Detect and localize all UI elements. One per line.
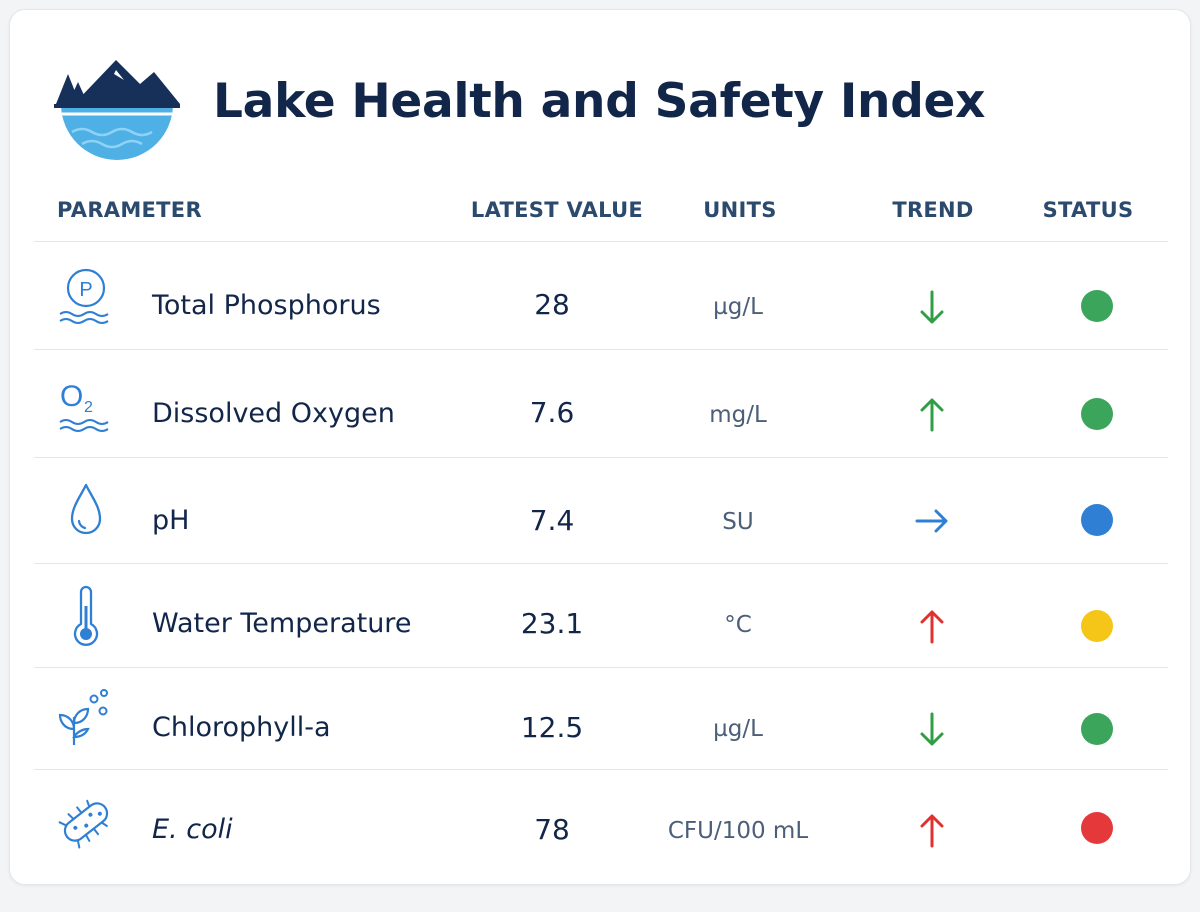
- status-indicator: [1081, 812, 1113, 844]
- status-indicator: [1081, 504, 1113, 536]
- table-row: O 2 Dissolved Oxygen 7.6 mg/L: [34, 350, 1168, 458]
- latest-value: 28: [534, 288, 570, 321]
- latest-value: 7.6: [529, 396, 575, 429]
- parameter-name: Total Phosphorus: [152, 290, 381, 321]
- phosphorus-icon: P: [59, 268, 109, 324]
- parameter-name: Water Temperature: [152, 608, 412, 639]
- row-divider: [34, 563, 1168, 564]
- status-indicator: [1081, 398, 1113, 430]
- status-indicator: [1081, 290, 1113, 322]
- parameter-name: pH: [152, 505, 190, 536]
- header-status: STATUS: [1042, 198, 1134, 222]
- latest-value: 23.1: [520, 607, 584, 640]
- header-latest-value: LATEST VALUE: [470, 198, 644, 222]
- trend-down-icon: [920, 290, 944, 324]
- trend-up-icon: [920, 398, 944, 432]
- trend-right-icon: [915, 509, 948, 533]
- header-divider: [34, 241, 1168, 242]
- table-row: pH 7.4 SU: [34, 458, 1168, 564]
- svg-text:P: P: [79, 279, 92, 301]
- status-indicator: [1081, 610, 1113, 642]
- unit-label: mg/L: [709, 402, 767, 428]
- trend-down-icon: [920, 712, 944, 746]
- parameter-name: E. coli: [152, 814, 233, 845]
- table-row: Chlorophyll-a 12.5 µg/L: [34, 668, 1168, 770]
- svg-text:2: 2: [84, 399, 93, 416]
- header-parameter: PARAMETER: [57, 198, 202, 222]
- row-divider: [34, 769, 1168, 770]
- lake-mountain-logo: [54, 60, 180, 160]
- svg-text:O: O: [60, 380, 83, 413]
- plant-icon: [58, 689, 108, 745]
- parameter-name: Chlorophyll-a: [152, 712, 331, 743]
- page-title: Lake Health and Safety Index: [213, 74, 986, 129]
- table-row: E. coli 78 CFU/100 mL: [34, 770, 1168, 874]
- unit-label: °C: [724, 612, 752, 638]
- water-drop-icon: [70, 483, 102, 535]
- header-units: UNITS: [703, 198, 777, 222]
- status-indicator: [1081, 713, 1113, 745]
- unit-label: CFU/100 mL: [667, 818, 809, 844]
- latest-value: 78: [534, 813, 570, 846]
- unit-label: SU: [722, 509, 754, 535]
- table-row: Water Temperature 23.1 °C: [34, 564, 1168, 668]
- oxygen-icon: O 2: [59, 380, 109, 432]
- unit-label: µg/L: [713, 294, 763, 320]
- trend-up-icon: [920, 610, 944, 644]
- latest-value: 12.5: [520, 711, 584, 744]
- latest-value: 7.4: [529, 504, 575, 537]
- row-divider: [34, 667, 1168, 668]
- row-divider: [34, 349, 1168, 350]
- header-trend: TREND: [892, 198, 974, 222]
- thermometer-icon: [73, 585, 99, 646]
- table-row: P Total Phosphorus 28 µg/L: [34, 242, 1168, 350]
- parameter-name: Dissolved Oxygen: [152, 398, 395, 429]
- index-card: Lake Health and Safety Index PARAMETER L…: [9, 9, 1191, 885]
- trend-up-icon: [920, 814, 944, 848]
- unit-label: µg/L: [713, 716, 763, 742]
- row-divider: [34, 457, 1168, 458]
- bacteria-icon: [58, 799, 109, 849]
